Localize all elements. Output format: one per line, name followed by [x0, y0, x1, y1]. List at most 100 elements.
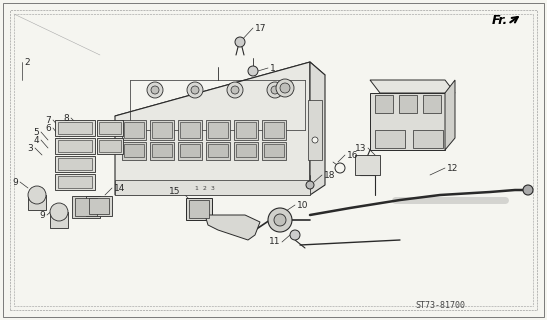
Bar: [152, 144, 172, 157]
Bar: [150, 120, 174, 140]
Circle shape: [231, 86, 239, 94]
Bar: [262, 120, 286, 140]
Circle shape: [227, 82, 243, 98]
Text: 8: 8: [63, 114, 69, 123]
Text: 1: 1: [270, 63, 276, 73]
Polygon shape: [115, 62, 310, 195]
Circle shape: [268, 208, 292, 232]
Text: 3: 3: [27, 143, 33, 153]
Text: 12: 12: [447, 164, 458, 172]
Bar: [308, 100, 322, 160]
Polygon shape: [310, 62, 325, 195]
Circle shape: [187, 82, 203, 98]
Bar: [206, 142, 230, 160]
Polygon shape: [115, 62, 325, 130]
Text: 15: 15: [168, 188, 180, 196]
Bar: [208, 122, 228, 138]
Bar: [58, 140, 92, 152]
Bar: [262, 142, 286, 160]
Circle shape: [28, 186, 46, 204]
Bar: [72, 196, 100, 218]
Bar: [124, 122, 144, 138]
Bar: [122, 142, 146, 160]
Bar: [75, 198, 97, 216]
Text: ST73-81700: ST73-81700: [415, 300, 465, 309]
Bar: [236, 122, 256, 138]
Bar: [124, 144, 144, 157]
Bar: [234, 120, 258, 140]
Bar: [55, 174, 95, 190]
Bar: [152, 122, 172, 138]
Bar: [86, 196, 112, 216]
Text: 10: 10: [297, 201, 309, 210]
Bar: [58, 176, 92, 188]
Bar: [186, 198, 212, 220]
Bar: [122, 120, 146, 140]
Circle shape: [50, 203, 68, 221]
Bar: [413, 130, 443, 148]
Circle shape: [274, 214, 286, 226]
Circle shape: [271, 86, 279, 94]
Bar: [234, 142, 258, 160]
Text: 5: 5: [33, 127, 39, 137]
Bar: [178, 120, 202, 140]
Bar: [264, 144, 284, 157]
Bar: [236, 144, 256, 157]
Circle shape: [267, 82, 283, 98]
Bar: [99, 140, 121, 152]
Circle shape: [335, 163, 345, 173]
Text: 17: 17: [255, 23, 266, 33]
Bar: [206, 120, 230, 140]
Text: 4: 4: [33, 135, 39, 145]
Polygon shape: [445, 80, 455, 150]
Circle shape: [276, 79, 294, 97]
Text: 18: 18: [324, 171, 335, 180]
Bar: [99, 122, 121, 134]
Bar: [97, 120, 123, 136]
Bar: [178, 142, 202, 160]
Text: 16: 16: [347, 150, 358, 159]
Bar: [55, 156, 95, 172]
Bar: [55, 120, 95, 136]
Bar: [150, 142, 174, 160]
Text: 14: 14: [114, 183, 125, 193]
Text: 7: 7: [45, 116, 51, 124]
Text: 9: 9: [39, 211, 45, 220]
Circle shape: [147, 82, 163, 98]
Bar: [189, 200, 209, 218]
Text: 11: 11: [269, 237, 280, 246]
Bar: [264, 122, 284, 138]
Bar: [58, 158, 92, 170]
Bar: [115, 180, 310, 195]
Bar: [58, 122, 92, 134]
Text: 6: 6: [45, 124, 51, 132]
Bar: [375, 130, 405, 148]
Bar: [208, 144, 228, 157]
Bar: [399, 95, 417, 113]
Circle shape: [280, 83, 290, 93]
Polygon shape: [370, 80, 455, 93]
Circle shape: [312, 137, 318, 143]
Circle shape: [290, 230, 300, 240]
Bar: [375, 95, 393, 113]
Text: 13: 13: [354, 143, 366, 153]
Circle shape: [151, 86, 159, 94]
Circle shape: [306, 181, 314, 189]
Text: 2: 2: [24, 58, 30, 67]
Bar: [55, 138, 95, 154]
Circle shape: [191, 86, 199, 94]
Bar: [180, 144, 200, 157]
Circle shape: [248, 66, 258, 76]
Text: Fr.: Fr.: [492, 13, 508, 27]
Polygon shape: [50, 212, 68, 228]
Circle shape: [523, 185, 533, 195]
Polygon shape: [205, 215, 260, 240]
Text: 1  2  3: 1 2 3: [195, 186, 215, 190]
Text: 9: 9: [12, 178, 18, 187]
Circle shape: [235, 37, 245, 47]
Bar: [423, 95, 441, 113]
Bar: [97, 138, 123, 154]
Bar: [355, 155, 380, 175]
Bar: [180, 122, 200, 138]
Bar: [89, 198, 109, 214]
